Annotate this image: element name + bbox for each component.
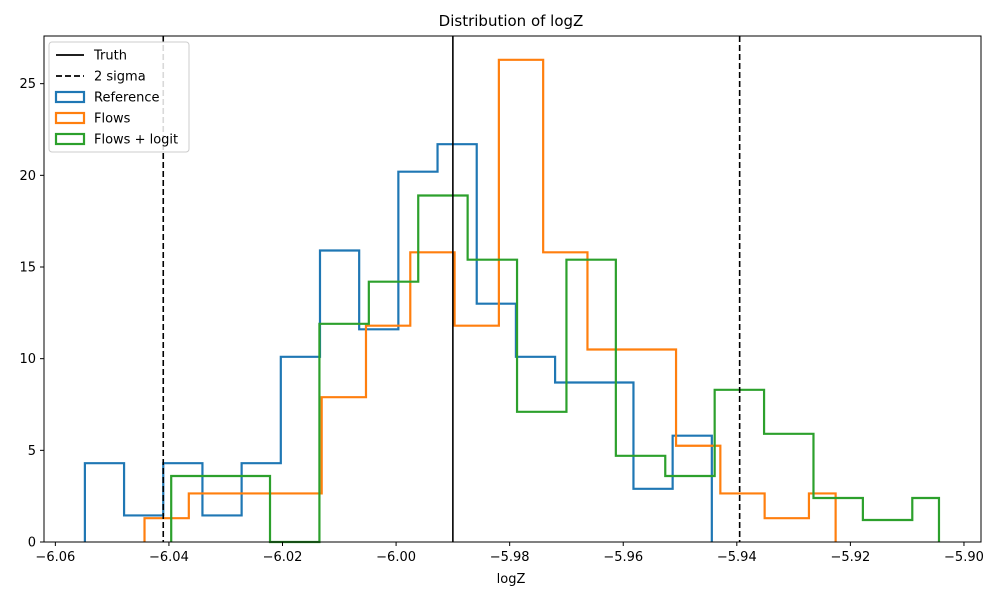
axes-frame: [43, 35, 982, 543]
x-tick-label: −6.04: [149, 550, 189, 565]
x-axis-title: logZ: [497, 572, 526, 587]
legend-box: [48, 41, 190, 153]
x-tick-label: −5.98: [490, 550, 530, 565]
y-tick-label: 5: [28, 444, 36, 459]
legend-label-flows: Flows: [94, 112, 131, 127]
chart-title: Distribution of logZ: [439, 12, 584, 30]
x-tick-label: −6.06: [35, 550, 75, 565]
x-tick-label: −5.92: [830, 550, 870, 565]
y-tick-label: 10: [19, 352, 36, 367]
legend-label-reference: Reference: [94, 91, 159, 106]
legend-swatch-reference: [54, 90, 86, 104]
y-tick-label: 0: [28, 536, 36, 551]
x-tick-label: −5.90: [944, 550, 984, 565]
histogram-flows: [143, 58, 837, 542]
y-tick-label: 15: [19, 261, 36, 276]
legend-label-truth: Truth: [93, 49, 127, 64]
plot-area: [83, 36, 941, 544]
legend-swatch-flows: [54, 111, 86, 125]
legend-label-2-sigma: 2 sigma: [94, 70, 146, 85]
y-tick-label: 25: [19, 77, 36, 92]
x-tick-label: −6.00: [376, 550, 416, 565]
legend-label-flows-logit: Flows + logit: [94, 133, 178, 148]
x-axis: −6.06 −6.04 −6.02 −6.00 −5.98 −5.96 −5.94 −5.92…: [35, 542, 984, 565]
histogram-flows-logit: [170, 194, 941, 544]
x-tick-label: −5.94: [717, 550, 757, 565]
y-tick-label: 20: [19, 169, 36, 184]
legend: Truth 2 sigma Reference Flows Flows + logit: [48, 41, 190, 153]
x-tick-label: −5.96: [603, 550, 643, 565]
histogram-reference: [83, 143, 713, 542]
y-axis: 0 5 10 15 20 25: [19, 77, 44, 551]
x-tick-label: −6.02: [263, 550, 303, 565]
legend-swatch-flows-logit: [54, 132, 86, 146]
